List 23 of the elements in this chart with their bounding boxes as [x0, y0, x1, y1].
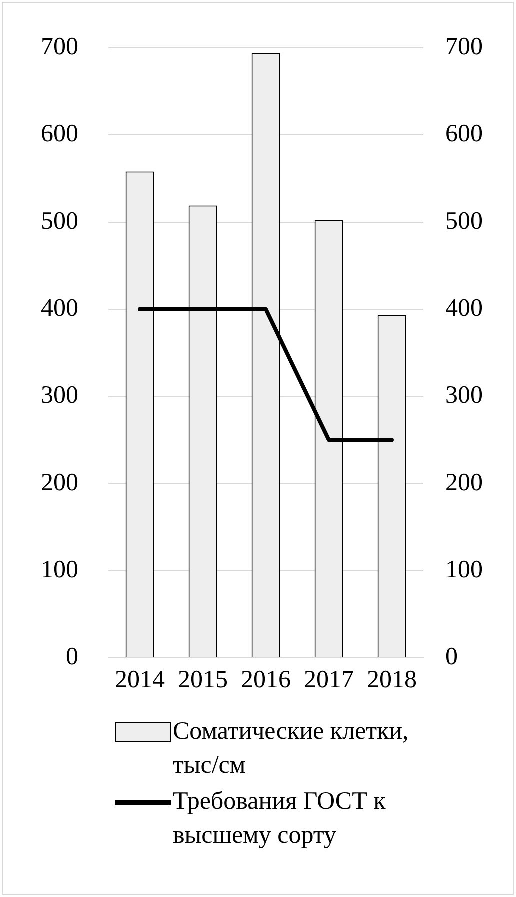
- y-tick-label: 600: [41, 120, 78, 148]
- x-tick-label: 2016: [241, 666, 291, 694]
- x-tick-label: 2014: [115, 666, 166, 694]
- y2-tick-label: 600: [446, 120, 483, 148]
- y2-tick-label: 500: [446, 208, 483, 235]
- y-tick-label: 400: [41, 294, 78, 322]
- y2-tick-label: 700: [446, 34, 483, 61]
- x-tick-label: 2015: [178, 666, 228, 694]
- y-tick-label: 300: [41, 382, 78, 410]
- y2-tick-label: 0: [446, 644, 458, 671]
- legend-label: Требования ГОСТ к высшему сорту: [173, 787, 387, 851]
- y-tick-label: 200: [41, 469, 78, 496]
- x-tick-label: 2018: [367, 666, 417, 694]
- legend-label: Соматические клетки, тыс/см: [173, 717, 410, 781]
- y2-tick-label: 100: [446, 556, 483, 584]
- y-tick-label: 500: [41, 208, 78, 235]
- y2-tick-label: 200: [446, 469, 483, 496]
- x-tick-label: 2017: [304, 666, 354, 694]
- y-tick-label: 700: [41, 34, 78, 61]
- y-tick-label: 100: [41, 556, 78, 584]
- y2-tick-label: 400: [446, 294, 483, 322]
- y2-tick-label: 300: [446, 382, 483, 410]
- y-tick-label: 0: [66, 644, 78, 671]
